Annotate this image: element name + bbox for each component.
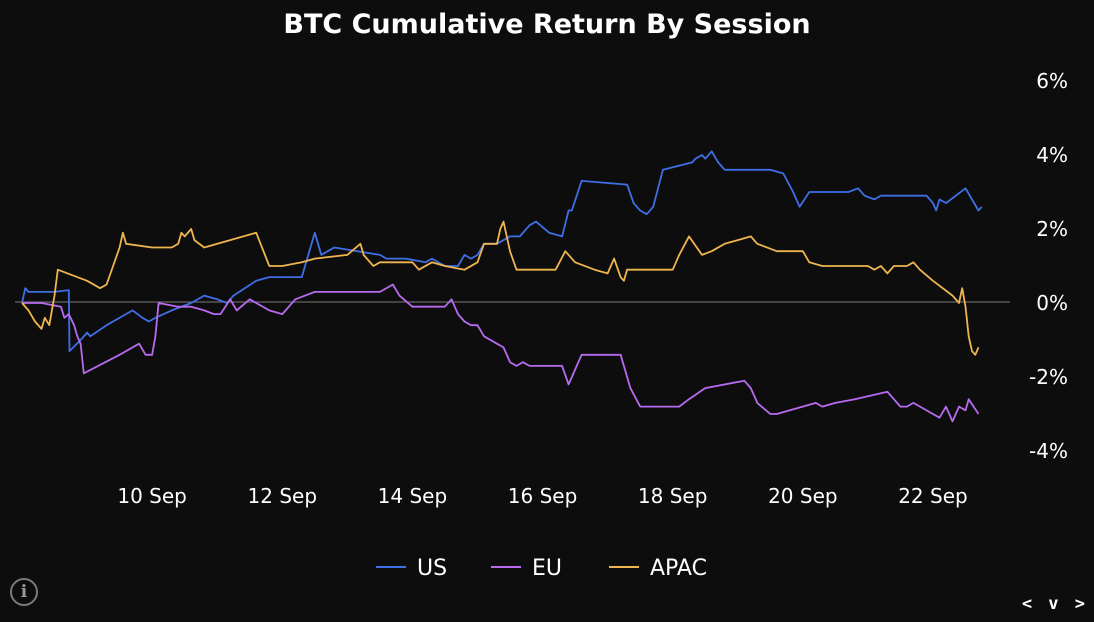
y-tick-label: 4% [1036,143,1068,167]
y-tick-label: 6% [1036,69,1068,93]
x-tick-label: 16 Sep [508,484,578,508]
x-tick-label: 22 Sep [898,484,968,508]
x-tick-label: 12 Sep [248,484,318,508]
x-tick-label: 20 Sep [768,484,838,508]
series-line-eu [22,283,980,423]
x-tick-label: 14 Sep [378,484,448,508]
legend: US EU APAC [376,556,707,581]
y-tick-label: 2% [1036,217,1068,241]
legend-item-apac[interactable]: APAC [650,556,707,581]
x-tick-label: 10 Sep [117,484,187,508]
info-icon[interactable]: i [10,578,38,606]
info-glyph: i [20,582,28,602]
x-tick-label: 18 Sep [638,484,708,508]
y-tick-label: -4% [1029,439,1068,463]
chart-nav-arrows[interactable]: < v > [1021,594,1088,614]
y-tick-label: 0% [1036,291,1068,315]
series-line-us [21,150,983,353]
legend-item-eu[interactable]: EU [532,556,562,581]
chart-title: BTC Cumulative Return By Session [283,9,810,40]
series-line-apac [21,220,980,356]
legend-item-us[interactable]: US [417,556,447,581]
y-tick-label: -2% [1029,365,1068,389]
x-axis-ticks: 10 Sep 12 Sep 14 Sep 16 Sep 18 Sep 20 Sep 22 S… [117,484,967,508]
series-layer [21,150,983,423]
y-axis-ticks: 6% 4% 2% 0% -2% -4% [1029,69,1068,463]
